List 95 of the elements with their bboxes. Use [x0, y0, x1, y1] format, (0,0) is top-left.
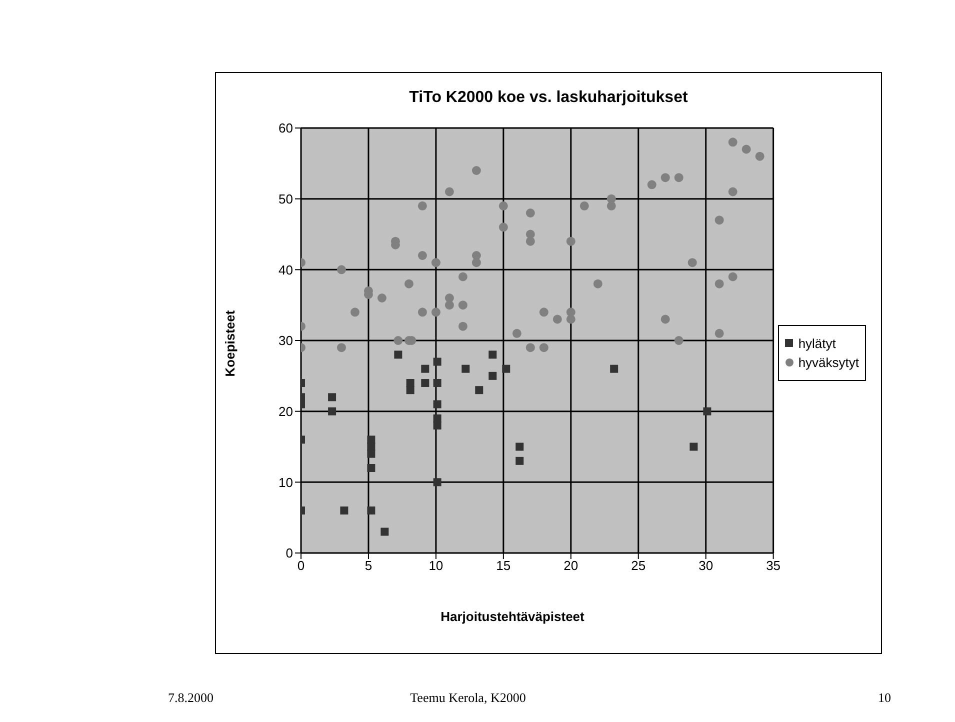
point	[674, 173, 684, 182]
x-tick-label: 30	[698, 558, 714, 574]
point	[380, 528, 389, 536]
y-tick-label: 0	[286, 546, 293, 561]
point	[340, 506, 348, 514]
point	[458, 322, 468, 331]
point	[433, 478, 442, 486]
text: 10	[878, 690, 891, 706]
point	[660, 173, 670, 182]
point	[328, 407, 336, 416]
point	[580, 201, 589, 210]
point	[475, 386, 484, 394]
y-tick-label: 30	[278, 333, 293, 348]
point	[552, 314, 562, 324]
point	[498, 222, 508, 232]
point	[462, 364, 470, 373]
point	[418, 308, 427, 317]
x-tick-label: 15	[496, 558, 511, 574]
point	[433, 379, 442, 387]
x-tick-label: 25	[631, 558, 646, 574]
point	[336, 343, 346, 352]
x-tick-label: 10	[428, 558, 444, 574]
point	[526, 208, 535, 218]
point	[336, 265, 346, 274]
point	[367, 464, 376, 472]
point	[539, 343, 548, 352]
point	[516, 456, 524, 465]
y-axis-title: Koepisteet	[222, 310, 238, 376]
point	[674, 336, 684, 345]
point	[498, 201, 508, 210]
point	[418, 251, 427, 260]
text: 7.8.2000	[168, 690, 214, 706]
point	[488, 350, 497, 359]
y-tick-label: 20	[278, 404, 293, 419]
point	[526, 236, 535, 246]
point	[502, 364, 510, 373]
point	[458, 272, 468, 282]
point	[703, 407, 712, 416]
point	[714, 216, 724, 225]
y-tick-label: 40	[278, 262, 293, 278]
point	[367, 506, 376, 514]
point	[377, 294, 386, 302]
point	[431, 308, 440, 317]
point	[367, 436, 376, 444]
point	[472, 258, 481, 268]
point	[539, 308, 548, 317]
point	[418, 201, 427, 210]
x-axis-title: Harjoitustehtäväpisteet	[440, 609, 586, 624]
point	[458, 300, 468, 310]
point	[647, 180, 656, 190]
x-tick-label: 20	[564, 558, 578, 574]
point	[404, 279, 414, 288]
point	[660, 314, 670, 324]
point	[421, 364, 430, 373]
point	[472, 166, 481, 175]
point	[728, 138, 738, 147]
point	[394, 350, 402, 359]
point	[433, 400, 442, 408]
x-tick-label: 5	[364, 558, 372, 574]
x-tick-label: 35	[766, 558, 781, 574]
point	[688, 258, 697, 268]
x-tick-label: 0	[297, 558, 305, 574]
point	[421, 379, 430, 387]
y-tick-label: 60	[278, 120, 293, 136]
point	[488, 372, 497, 380]
point	[714, 328, 724, 338]
point	[566, 314, 576, 324]
y-tick-label: 10	[278, 474, 293, 490]
legend-label: hyväksytyt	[798, 355, 859, 370]
point	[728, 272, 738, 282]
point	[593, 279, 602, 288]
point	[406, 386, 414, 394]
point	[516, 442, 524, 451]
point	[690, 442, 698, 451]
point	[367, 450, 376, 458]
point	[526, 343, 535, 352]
chart-title: TiTo K2000 koe vs. laskuharjoitukset	[408, 89, 689, 107]
point	[742, 144, 751, 154]
point	[433, 422, 442, 430]
point	[431, 258, 440, 268]
text: Teemu Kerola, K2000	[409, 690, 527, 706]
point	[728, 187, 738, 196]
point	[755, 152, 764, 161]
y-tick-label: 50	[278, 191, 293, 206]
point	[610, 364, 618, 373]
point	[512, 328, 522, 338]
point	[350, 308, 360, 317]
legend-label: hylätyt	[798, 336, 836, 351]
point	[566, 236, 576, 246]
point	[328, 393, 336, 402]
point	[444, 187, 454, 196]
point	[433, 358, 442, 366]
point	[714, 279, 724, 288]
point	[444, 300, 454, 310]
point	[394, 336, 403, 345]
